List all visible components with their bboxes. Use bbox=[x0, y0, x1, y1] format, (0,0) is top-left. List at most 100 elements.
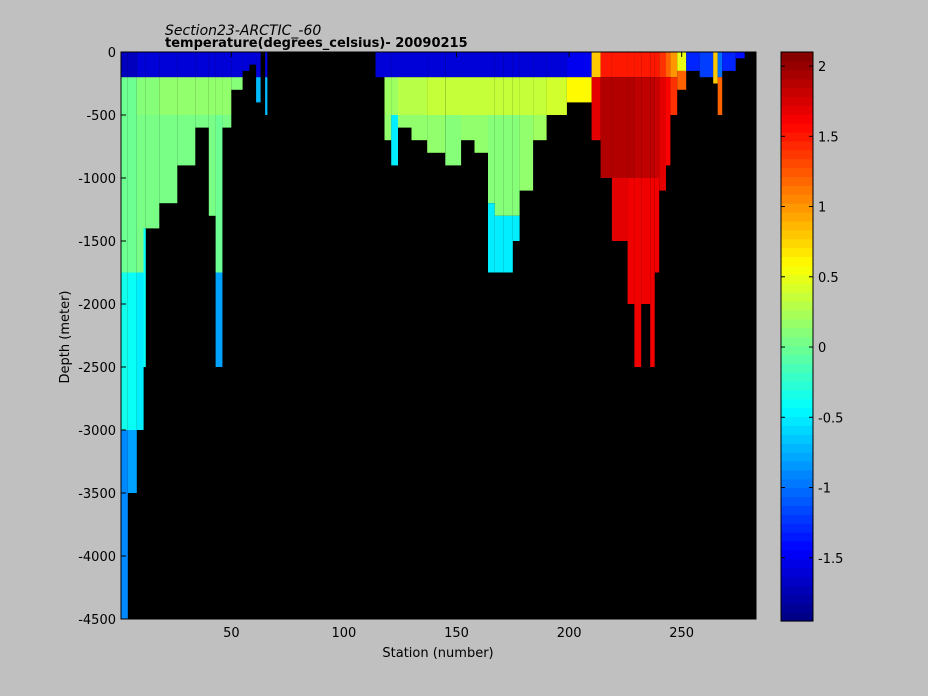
heatmap-cell bbox=[136, 52, 144, 78]
colorbar-swatch bbox=[781, 336, 813, 346]
heatmap-cell bbox=[384, 77, 392, 115]
heatmap-cell bbox=[249, 52, 257, 65]
colorbar-swatch bbox=[781, 78, 813, 89]
colorbar-tick-label: 2 bbox=[818, 60, 826, 75]
colorbar-swatch bbox=[781, 380, 813, 391]
colorbar-swatch bbox=[781, 256, 813, 266]
heatmap-cell bbox=[659, 77, 666, 191]
heatmap-cell bbox=[591, 77, 601, 141]
heatmap-cell bbox=[512, 215, 520, 241]
heatmap-cell bbox=[735, 52, 745, 59]
heatmap-cell bbox=[195, 115, 209, 128]
heatmap-cell bbox=[159, 77, 178, 115]
heatmap-cell bbox=[121, 52, 128, 78]
heatmap-cell bbox=[713, 52, 718, 84]
heatmap-cell bbox=[503, 77, 513, 115]
colorbar-swatch bbox=[781, 212, 813, 222]
heatmap-cell bbox=[591, 52, 601, 78]
colorbar-swatch bbox=[781, 247, 813, 258]
heatmap-cell bbox=[127, 77, 137, 115]
heatmap-cell bbox=[375, 52, 385, 78]
heatmap-cell bbox=[546, 77, 567, 115]
colorbar-tick-label: 0 bbox=[818, 341, 826, 356]
heatmap-cell bbox=[222, 77, 232, 115]
colorbar-swatch bbox=[781, 496, 813, 507]
colorbar-swatch bbox=[781, 140, 813, 151]
heatmap-cell bbox=[411, 115, 428, 141]
colorbar-swatch bbox=[781, 469, 813, 480]
heatmap-cell bbox=[654, 52, 660, 78]
heatmap-cell bbox=[127, 272, 137, 430]
heatmap-cell bbox=[256, 52, 261, 78]
colorbar-swatch bbox=[781, 585, 813, 595]
colorbar-swatch bbox=[781, 52, 813, 62]
heatmap-cell bbox=[546, 52, 567, 78]
heatmap-cell bbox=[391, 115, 398, 166]
heatmap-cell bbox=[611, 52, 628, 78]
heatmap-cell bbox=[265, 52, 268, 78]
heatmap-cell bbox=[384, 52, 392, 78]
y-axis: 0 -500 -1000 -1500 -2000 -2500 -3000 -3500 -4000… bbox=[78, 46, 756, 628]
colorbar-swatch bbox=[781, 345, 813, 355]
heatmap-cell bbox=[127, 52, 137, 78]
colorbar-swatch bbox=[781, 523, 813, 533]
colorbar-swatch bbox=[781, 265, 813, 275]
y-tick-label: -1500 bbox=[78, 235, 116, 250]
heatmap-cell bbox=[398, 52, 412, 78]
colorbar-frame bbox=[780, 51, 814, 622]
colorbar-swatch bbox=[781, 549, 813, 560]
y-tick-label: -3000 bbox=[78, 424, 116, 439]
heatmap-cell bbox=[427, 77, 446, 115]
heatmap-cell bbox=[136, 115, 144, 273]
heatmap-cell bbox=[411, 77, 428, 115]
heatmap-cell bbox=[488, 203, 495, 273]
heatmap-cell bbox=[641, 178, 651, 304]
colorbar-swatch bbox=[781, 158, 813, 169]
heatmap-cell bbox=[222, 52, 232, 78]
colorbar-swatch bbox=[781, 87, 813, 98]
heatmap-cell bbox=[677, 52, 687, 71]
heatmap-cell bbox=[136, 272, 144, 430]
heatmap-cell bbox=[265, 77, 268, 115]
heatmap-cell bbox=[519, 52, 534, 78]
heatmap-cell bbox=[127, 430, 137, 493]
colorbar-swatch bbox=[781, 452, 813, 462]
heatmap-cell bbox=[494, 52, 504, 78]
heatmap-cell bbox=[208, 77, 216, 115]
heatmap-cell bbox=[634, 178, 642, 367]
colorbar-swatch bbox=[781, 443, 813, 453]
heatmap-cell bbox=[627, 77, 635, 178]
heatmap-cell bbox=[641, 77, 651, 178]
heatmap-cell bbox=[121, 272, 128, 430]
colorbar-swatch bbox=[781, 274, 813, 284]
heatmap-cell bbox=[519, 77, 534, 115]
heatmap-cell bbox=[665, 77, 671, 166]
colorbar-swatch bbox=[781, 354, 813, 364]
heatmap-cell bbox=[208, 115, 216, 216]
heatmap-cell bbox=[121, 77, 128, 115]
x-axis: 50 100 150 200 250 bbox=[223, 52, 694, 641]
colorbar-swatch bbox=[781, 220, 813, 231]
colorbar-swatch bbox=[781, 123, 813, 133]
x-tick-label: 50 bbox=[223, 626, 240, 641]
heatmap-cell bbox=[650, 178, 655, 367]
colorbar-swatch bbox=[781, 300, 813, 311]
y-tick-label: -1000 bbox=[78, 172, 116, 187]
colorbar-swatch bbox=[781, 132, 813, 142]
y-tick-label: -2000 bbox=[78, 298, 116, 313]
heatmap-cell bbox=[143, 77, 146, 115]
chart-subtitle: temperature(degrees_celsius)- 20090215 bbox=[165, 36, 468, 51]
heatmap-cell bbox=[215, 115, 223, 273]
heatmap-cell bbox=[231, 52, 243, 78]
colorbar-swatch bbox=[781, 203, 813, 213]
colorbar-swatch bbox=[781, 238, 813, 249]
x-tick-label: 100 bbox=[332, 626, 357, 641]
colorbar-swatch bbox=[781, 487, 813, 498]
plot-frame bbox=[120, 51, 757, 620]
heatmap-cell bbox=[717, 52, 723, 78]
heatmap-cell bbox=[195, 52, 209, 78]
colorbar-swatch bbox=[781, 318, 813, 329]
heatmap-cell bbox=[208, 52, 216, 78]
heatmap-cell bbox=[222, 115, 232, 128]
heatmap-cell bbox=[488, 77, 495, 115]
